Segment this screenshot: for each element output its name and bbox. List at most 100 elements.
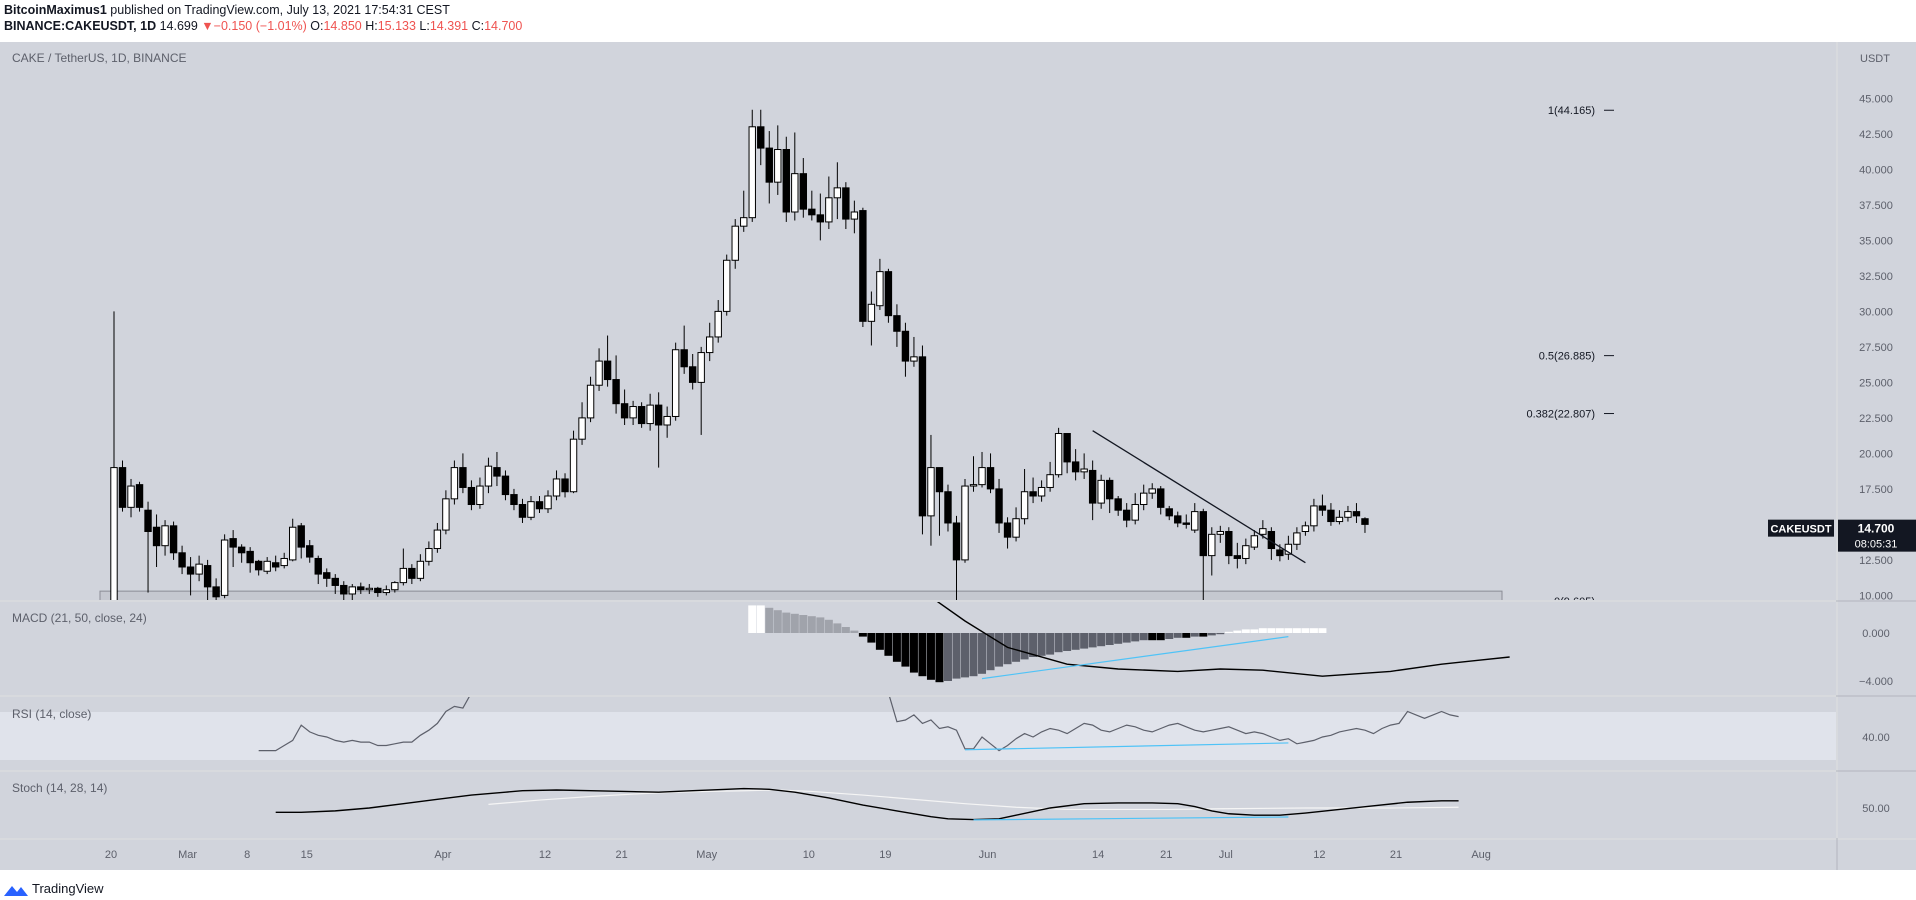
change-down-icon: ▼ (201, 19, 214, 33)
candle-up (731, 225, 739, 261)
stoch-pane-bg[interactable] (0, 772, 1836, 838)
macd-histogram-bar (969, 633, 978, 677)
fib-label: 0.382(22.807) (1527, 409, 1596, 421)
candle-up (382, 589, 391, 594)
y-tick-label: 27.500 (1859, 342, 1893, 354)
candle-down (893, 315, 901, 332)
macd-histogram-bar (1071, 633, 1080, 650)
candle-up (484, 465, 493, 487)
macd-histogram-bar (926, 633, 935, 680)
macd-histogram-bar (807, 616, 816, 633)
candle-up (569, 438, 578, 493)
macd-histogram-bar (1105, 633, 1114, 645)
tradingview-logo-icon (4, 886, 28, 896)
y-tick-label: 37.500 (1859, 200, 1893, 212)
macd-y-tick: −4.000 (1859, 676, 1893, 688)
x-tick-label: Apr (434, 849, 451, 861)
candle-down (1352, 511, 1361, 517)
currency-label: USDT (1860, 53, 1890, 65)
candle-up (1020, 491, 1029, 520)
candle-up (1208, 533, 1216, 557)
macd-series (748, 602, 1510, 683)
y-tick-label: 10.000 (1859, 590, 1893, 602)
macd-histogram-bar (756, 605, 765, 633)
candle-down (1318, 505, 1327, 511)
macd-histogram-bar (1156, 633, 1165, 641)
candle-down (459, 467, 467, 488)
macd-y-tick: 0.000 (1862, 628, 1890, 640)
macd-histogram-bar (1275, 628, 1284, 633)
macd-histogram-bar (799, 615, 808, 633)
macd-histogram-bar (1131, 633, 1140, 642)
candle-up (671, 349, 680, 417)
candle-down (408, 567, 416, 579)
tradingview-footer[interactable]: TradingView (4, 880, 104, 898)
candle-down (935, 467, 944, 493)
macd-histogram-bar (1097, 633, 1106, 647)
x-tick-label: 21 (1390, 849, 1402, 861)
macd-histogram-bar (935, 633, 944, 683)
stoch-d-line (488, 789, 1459, 811)
candle-down (178, 552, 186, 568)
x-axis-bg[interactable] (0, 840, 1916, 870)
y-tick-label: 20.000 (1859, 448, 1893, 460)
fib-label: 0(9.605) (1554, 596, 1595, 608)
candle-down (1157, 488, 1165, 508)
candle-up (391, 582, 399, 591)
candle-down (782, 149, 790, 213)
macd-histogram-bar (1292, 628, 1301, 633)
author-name[interactable]: BitcoinMaximus1 (4, 3, 107, 17)
axes: 45.000 42.500 40.000 37.500 35.000 32.500 30.0… (105, 93, 1916, 861)
candle-down (340, 584, 348, 595)
candle-down (254, 560, 263, 571)
candle-down (306, 545, 314, 558)
candle-down (944, 491, 952, 524)
candle-down (186, 566, 195, 575)
candle-up (578, 417, 586, 440)
x-tick-label: 15 (301, 849, 313, 861)
macd-histogram-bar (841, 627, 850, 633)
candle-down (1029, 491, 1037, 497)
candle-up (110, 467, 118, 600)
macd-histogram-bar (1088, 633, 1097, 648)
low-label: L: (419, 19, 430, 33)
candle-down (680, 349, 688, 368)
candle-down (1276, 549, 1284, 557)
candle-down (135, 484, 144, 508)
candle-down (535, 501, 544, 510)
candle-up (595, 360, 603, 386)
candle-down (1088, 469, 1097, 504)
candle-up (1293, 532, 1301, 545)
macd-histogram-bar (1165, 633, 1174, 639)
candle-up (1301, 525, 1310, 532)
candle-up (833, 187, 842, 199)
candle-up (586, 384, 595, 419)
candle-down (237, 546, 246, 554)
macd-histogram-bar (816, 617, 825, 633)
last-price-countdown: 08:05:31 (1855, 539, 1898, 551)
x-tick-label: 14 (1092, 849, 1104, 861)
price-pane-bg[interactable] (0, 42, 1836, 600)
candle-up (1259, 528, 1267, 535)
macd-histogram-bar (918, 633, 927, 677)
candle-down (1199, 511, 1207, 557)
high-label: H: (365, 19, 378, 33)
last-price-value: 14.700 (1858, 522, 1895, 536)
publish-info: published on TradingView.com, July 13, 2… (110, 3, 450, 17)
macd-pane-bg[interactable] (0, 602, 1836, 695)
y-axis-bg[interactable] (1838, 42, 1916, 838)
macd-histogram-bar (1054, 633, 1063, 653)
candle-up (1097, 479, 1105, 504)
candle-up (1046, 474, 1054, 488)
candle-up (365, 587, 374, 591)
candle-up (433, 529, 442, 550)
macd-histogram-bar (909, 633, 918, 673)
candle-up (280, 557, 288, 567)
candle-up (748, 126, 756, 219)
macd-histogram-bar (824, 619, 833, 633)
candle-down (757, 126, 765, 149)
candle-up (850, 211, 859, 220)
macd-histogram-bar (1258, 628, 1267, 633)
candle-up (1140, 492, 1148, 506)
